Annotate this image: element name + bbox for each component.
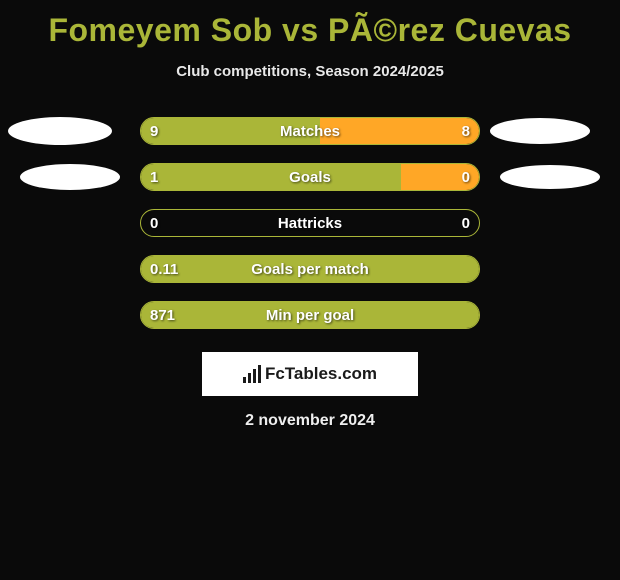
logo-text: FcTables.com [265,364,377,384]
value-left: 1 [150,169,158,186]
value-right: 0 [462,215,470,232]
value-right: 8 [462,123,470,140]
stat-row: 1 0 Goals [0,154,620,200]
player-left-ellipse [20,164,120,190]
bars-icon [243,365,261,383]
player-right-ellipse [500,165,600,189]
comparison-chart: 9 8 Matches 1 0 Goals 0 0 Hattricks 0.11 Goals per… [0,108,620,338]
value-left: 9 [150,123,158,140]
stat-row: 0.11 Goals per match [0,246,620,292]
subtitle: Club competitions, Season 2024/2025 [0,63,620,80]
logo-box: FcTables.com [202,352,418,396]
stat-label: Goals per match [251,261,369,278]
stat-label: Hattricks [278,215,342,232]
page-title: Fomeyem Sob vs PÃ©rez Cuevas [0,0,620,49]
bar-left [141,164,401,190]
value-left: 0.11 [150,261,178,278]
bar-right [320,118,479,144]
stat-row: 9 8 Matches [0,108,620,154]
player-right-ellipse [490,118,590,144]
stat-label: Matches [280,123,340,140]
stat-row: 871 Min per goal [0,292,620,338]
stat-label: Min per goal [266,307,354,324]
stat-row: 0 0 Hattricks [0,200,620,246]
date-label: 2 november 2024 [0,412,620,430]
value-left: 871 [150,307,175,324]
player-left-ellipse [8,117,112,145]
value-right: 0 [462,169,470,186]
value-left: 0 [150,215,158,232]
stat-label: Goals [289,169,331,186]
